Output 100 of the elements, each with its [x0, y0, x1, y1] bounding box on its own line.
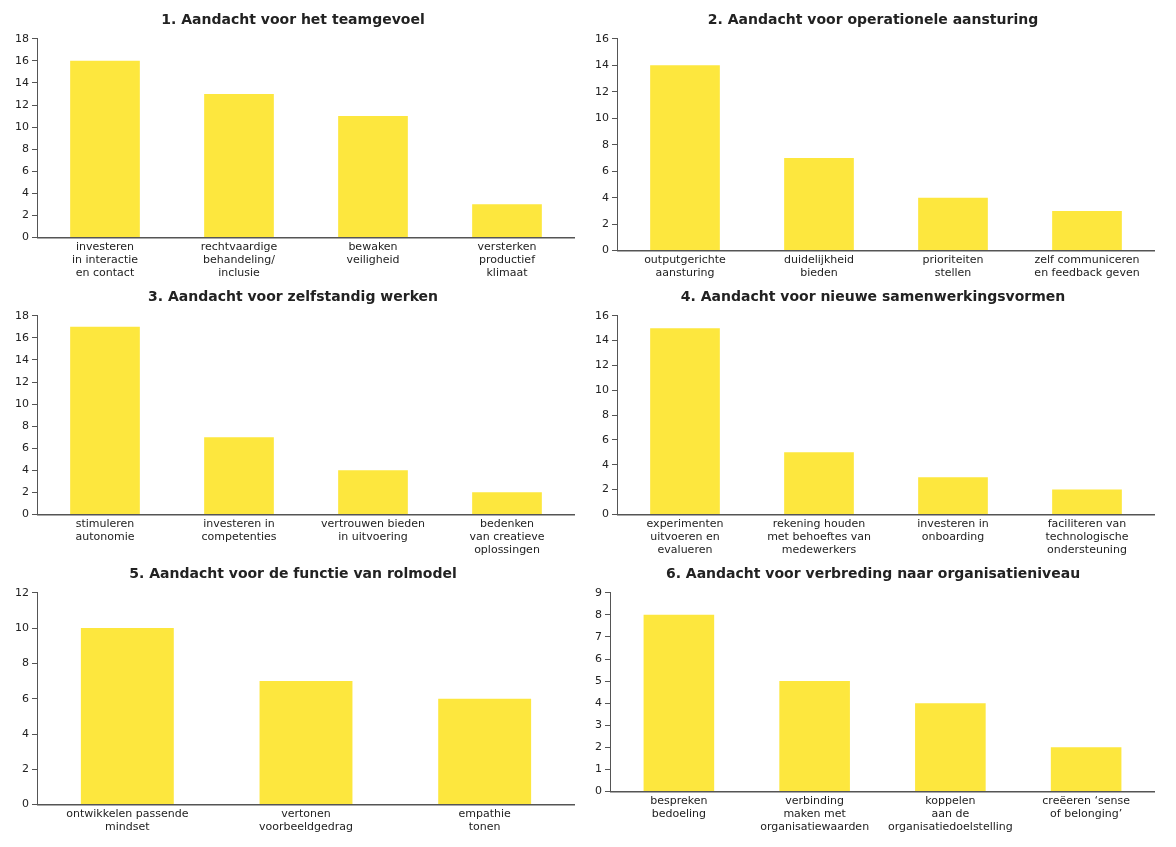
bar	[204, 437, 274, 514]
x-tick-label: prioriteiten stellen	[922, 253, 984, 280]
x-tick-label: ontwikkelen passende mindset	[66, 807, 189, 834]
chart-title: 1. Aandacht voor het teamgevoel	[161, 11, 425, 28]
bar	[643, 614, 715, 791]
y-tick-label: 6	[602, 432, 609, 446]
chart-title: 6. Aandacht voor verbreding naar organisatieniveau	[665, 565, 1081, 582]
y-tick-label: 16	[15, 53, 29, 67]
chart-title: 5. Aandacht voor de functie van rolmodel	[129, 565, 457, 582]
y-tick-label: 6	[22, 441, 29, 455]
y-tick-label: 2	[22, 762, 29, 776]
x-tick-label: koppelen aan de organisatiedoelstelling	[887, 793, 1013, 834]
y-tick-label: 14	[595, 333, 609, 347]
bar	[338, 470, 408, 514]
y-tick-label: 0	[602, 507, 609, 521]
bar	[70, 60, 140, 237]
y-tick-label: 5	[595, 673, 602, 687]
y-tick-label: 6	[22, 164, 29, 178]
y-tick-label: 4	[22, 726, 29, 740]
chart-title: 4. Aandacht voor nieuwe samenwerkingsvormen	[680, 288, 1066, 305]
bar	[915, 703, 986, 791]
bar	[918, 477, 988, 514]
y-tick-label: 8	[595, 607, 602, 621]
bar	[259, 681, 353, 805]
y-tick-label: 10	[15, 396, 29, 410]
x-tick-label: investeren in onboarding	[917, 516, 989, 544]
bar	[1052, 210, 1122, 251]
y-tick-label: 14	[15, 352, 29, 366]
x-tick-label: bewaken veiligheid	[346, 239, 400, 267]
x-tick-label: bespreken bedoeling	[650, 793, 708, 821]
bar	[784, 157, 854, 251]
bar	[472, 492, 542, 514]
chart-title: 2. Aandacht voor operationele aansturing	[707, 11, 1039, 28]
y-tick-label: 12	[15, 97, 29, 111]
y-tick-label: 8	[22, 418, 29, 432]
x-tick-label: experimenten uitvoeren en evalueren	[646, 516, 724, 557]
bar	[1052, 489, 1122, 514]
y-tick-label: 6	[22, 691, 29, 705]
y-tick-label: 8	[22, 141, 29, 155]
bar	[80, 628, 174, 805]
y-tick-label: 0	[22, 507, 29, 521]
x-tick-label: rechtvaardige behandeling/ inclusie	[200, 239, 278, 280]
y-tick-label: 12	[595, 84, 609, 98]
y-tick-label: 10	[595, 111, 609, 125]
y-tick-label: 6	[602, 164, 609, 178]
y-tick-label: 12	[15, 585, 29, 599]
y-tick-label: 0	[22, 230, 29, 244]
y-tick-label: 3	[595, 718, 602, 732]
y-tick-label: 16	[595, 308, 609, 322]
y-tick-label: 4	[595, 695, 602, 709]
y-tick-label: 2	[595, 740, 602, 754]
y-tick-label: 0	[602, 243, 609, 257]
y-tick-label: 2	[602, 482, 609, 496]
bar	[338, 116, 408, 237]
y-tick-label: 14	[15, 75, 29, 89]
y-tick-label: 7	[595, 629, 602, 643]
y-tick-label: 12	[595, 358, 609, 372]
x-tick-label: vertonen voorbeeldgedrag	[258, 807, 354, 834]
bar	[918, 197, 988, 251]
chart-title: 3. Aandacht voor zelfstandig werken	[147, 288, 439, 305]
y-tick-label: 16	[15, 330, 29, 344]
x-tick-label: empathie tonen	[458, 807, 512, 834]
y-tick-label: 1	[595, 762, 602, 776]
x-tick-label: outputgerichte aansturing	[644, 253, 727, 280]
y-tick-label: 4	[22, 186, 29, 200]
y-tick-label: 16	[595, 31, 609, 45]
x-tick-label: rekening houden met behoeftes van medewerkers	[767, 516, 871, 557]
bar	[70, 326, 140, 514]
bar	[784, 452, 854, 514]
x-tick-label: stimuleren autonomie	[75, 516, 135, 544]
y-tick-label: 10	[15, 119, 29, 133]
x-tick-label: vertrouwen bieden in uitvoering	[321, 516, 425, 544]
x-tick-label: creëeren ‘sense of belonging’	[1042, 793, 1131, 821]
y-tick-label: 9	[595, 585, 602, 599]
x-tick-label: verbinding maken met organisatiewaarden	[760, 793, 870, 834]
y-tick-label: 6	[595, 651, 602, 665]
bar	[1050, 747, 1122, 791]
x-tick-label: zelf communiceren en feedback geven	[1034, 253, 1140, 280]
y-tick-label: 8	[22, 656, 29, 670]
y-tick-label: 0	[22, 797, 29, 811]
y-tick-label: 10	[15, 620, 29, 634]
y-tick-label: 2	[602, 216, 609, 230]
y-tick-label: 4	[602, 457, 609, 471]
x-tick-label: investeren in interactie en contact	[71, 239, 139, 280]
y-tick-label: 18	[15, 308, 29, 322]
y-tick-label: 2	[22, 208, 29, 222]
y-tick-label: 8	[602, 407, 609, 421]
y-tick-label: 18	[15, 31, 29, 45]
x-tick-label: faciliteren van technologische ondersteuning	[1045, 516, 1129, 557]
bar	[650, 328, 720, 514]
y-tick-label: 12	[15, 374, 29, 388]
x-tick-label: versterken productief klimaat	[477, 239, 537, 280]
bar	[204, 93, 274, 237]
bar	[779, 681, 850, 791]
x-tick-label: duidelijkheid bieden	[783, 253, 855, 280]
y-tick-label: 0	[595, 784, 602, 798]
y-tick-label: 8	[602, 137, 609, 151]
y-tick-label: 4	[602, 190, 609, 204]
y-tick-label: 4	[22, 463, 29, 477]
y-tick-label: 14	[595, 58, 609, 72]
